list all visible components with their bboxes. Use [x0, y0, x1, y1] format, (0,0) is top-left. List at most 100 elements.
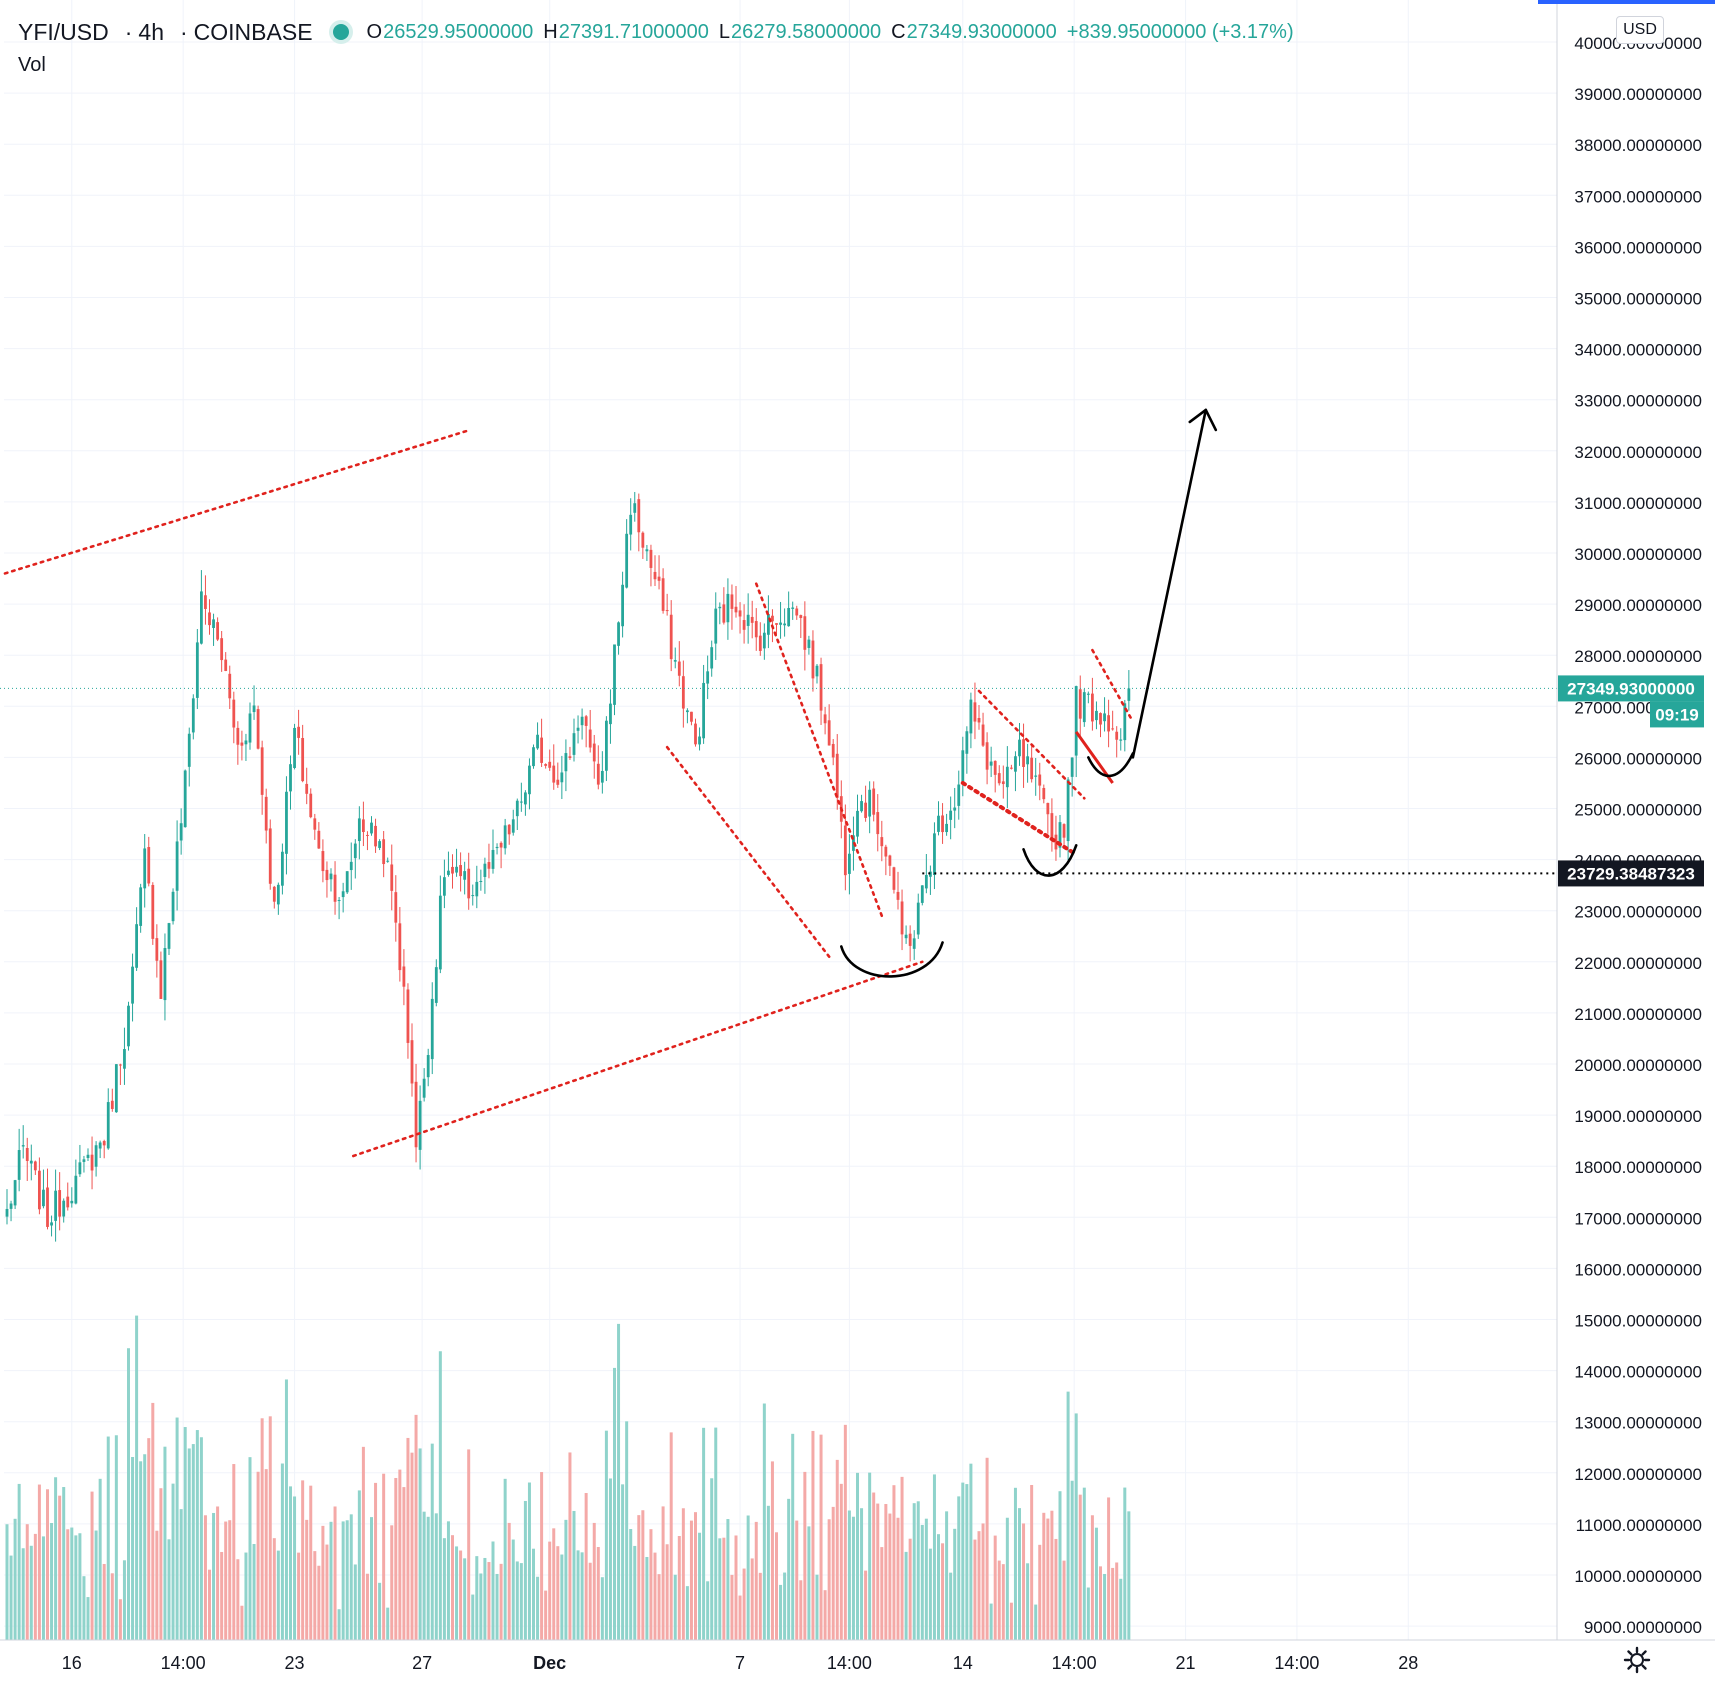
- candle-body: [325, 869, 329, 881]
- price-tick-label: 10000.00000000: [1574, 1567, 1702, 1586]
- candle-body: [422, 1078, 426, 1098]
- volume-bar: [289, 1486, 292, 1640]
- candle-body: [491, 849, 495, 869]
- candle-body: [641, 532, 645, 548]
- volume-bar: [730, 1574, 734, 1640]
- volume-bar: [876, 1503, 880, 1640]
- low-label: L: [718, 20, 730, 43]
- candle-body: [256, 709, 260, 749]
- volume-bar: [556, 1546, 560, 1640]
- time-tick-label: 14:00: [1052, 1653, 1097, 1673]
- candle-body: [710, 647, 714, 669]
- price-tick-label: 38000.00000000: [1574, 136, 1702, 155]
- candle-body: [195, 642, 199, 698]
- volume-bar: [1001, 1564, 1005, 1640]
- candle-body: [722, 604, 726, 623]
- candle-body: [848, 853, 851, 874]
- candle-body: [467, 868, 471, 899]
- candle-body: [398, 923, 402, 971]
- volume-bar: [228, 1520, 232, 1640]
- volume-bar: [370, 1517, 373, 1640]
- candle-body: [669, 614, 673, 660]
- candle-body: [21, 1145, 25, 1147]
- volume-bar: [5, 1524, 9, 1640]
- volume-bar: [365, 1573, 369, 1640]
- volume-bar: [892, 1485, 896, 1640]
- candle-body: [163, 948, 167, 1001]
- candle-body: [637, 499, 641, 533]
- candle-body: [94, 1145, 98, 1167]
- candle-body: [1022, 739, 1025, 767]
- volume-bar: [374, 1482, 378, 1640]
- volume-bar: [1026, 1563, 1030, 1640]
- price-tick-label: 17000.00000000: [1574, 1209, 1702, 1228]
- volume-bar: [552, 1528, 556, 1640]
- candle-body: [187, 733, 191, 767]
- candle-body: [686, 710, 689, 713]
- price-axis[interactable]: 40000.0000000039000.0000000038000.000000…: [1556, 0, 1704, 1640]
- candle-body: [362, 819, 365, 833]
- candle-body: [1099, 713, 1102, 725]
- time-axis[interactable]: 16 14:00 23 27 Dec 7 14:00 14 14:00 21 14:00 28: [0, 1639, 1715, 1673]
- candle-body: [592, 743, 596, 762]
- price-tick-label: 39000.00000000: [1574, 85, 1702, 104]
- volume-bar: [856, 1472, 859, 1640]
- volume-bar: [572, 1510, 576, 1640]
- currency-button[interactable]: USD: [1616, 16, 1664, 44]
- candle-body: [532, 747, 535, 767]
- volume-bar: [451, 1535, 454, 1640]
- volume-bar: [280, 1463, 284, 1640]
- candle-body: [600, 770, 604, 783]
- candle-body: [29, 1160, 33, 1164]
- candle-body: [953, 807, 957, 811]
- volume-bar: [41, 1536, 45, 1640]
- time-tick-label: 27: [412, 1653, 432, 1673]
- volume-bar: [997, 1560, 1001, 1640]
- candle-body: [981, 724, 985, 746]
- candle-body: [1082, 692, 1086, 723]
- volume-bar: [1034, 1604, 1038, 1640]
- candle-body: [17, 1150, 21, 1180]
- candle-body: [929, 871, 932, 877]
- volume-bar: [491, 1541, 495, 1640]
- candle-body: [66, 1196, 70, 1208]
- time-tick-label: 7: [735, 1653, 745, 1673]
- price-tick-label: 9000.00000000: [1584, 1618, 1702, 1637]
- candle-body: [957, 784, 961, 806]
- candle-body: [633, 503, 637, 513]
- candle-body: [519, 801, 523, 803]
- volume-bar: [159, 1488, 163, 1640]
- candle-body: [313, 818, 317, 830]
- candle-body: [605, 720, 608, 771]
- volume-bar: [726, 1519, 730, 1640]
- volume-bar: [333, 1506, 337, 1640]
- price-tick-label: 16000.00000000: [1574, 1260, 1702, 1279]
- volume-bar: [1127, 1511, 1131, 1640]
- volume-bar: [536, 1576, 540, 1640]
- gear-icon[interactable]: [1622, 1645, 1652, 1675]
- symbol-name[interactable]: YFI/USD: [18, 18, 109, 45]
- volume-bar: [268, 1416, 272, 1640]
- volume-bar: [633, 1545, 637, 1640]
- volume-bar: [167, 1539, 171, 1640]
- volume-bar: [1090, 1515, 1094, 1640]
- volume-label[interactable]: Vol: [18, 54, 46, 76]
- candle-body: [815, 665, 819, 677]
- candle-body: [750, 616, 754, 623]
- volume-bar: [843, 1424, 847, 1640]
- candle-body: [1050, 813, 1054, 838]
- candle-body: [1095, 710, 1098, 721]
- candle-body: [698, 736, 701, 745]
- candle-body: [139, 887, 143, 926]
- candle-body: [989, 761, 993, 766]
- time-tick-label: 16: [62, 1653, 82, 1673]
- cup-curve: [1022, 844, 1078, 877]
- volume-bar: [880, 1547, 884, 1640]
- candle-body: [900, 901, 904, 935]
- volume-bar: [1066, 1391, 1070, 1640]
- candle-body: [414, 1081, 418, 1148]
- interval-label[interactable]: 4h: [138, 18, 164, 45]
- price-tick-label: 21000.00000000: [1574, 1005, 1702, 1024]
